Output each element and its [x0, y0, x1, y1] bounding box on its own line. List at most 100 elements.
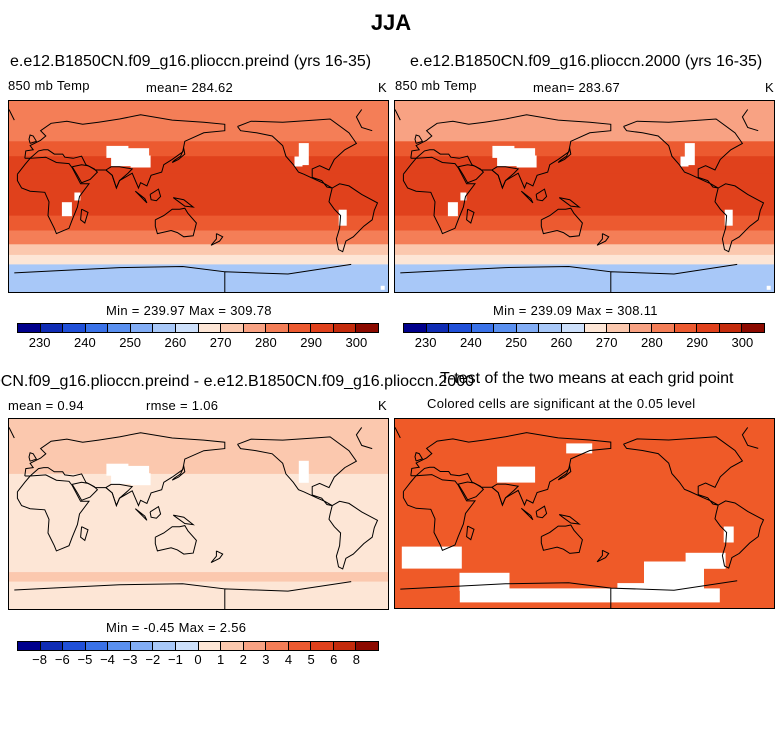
colorbar-tick-label: −8	[32, 652, 48, 667]
colorbar-tick-label: 290	[300, 335, 322, 350]
coastline-japan	[557, 147, 572, 163]
colorbar-tick-label: 230	[28, 335, 51, 350]
coastline-eurasia-east	[24, 114, 226, 190]
missing-cell-1	[106, 145, 129, 158]
coastline-greenland	[395, 109, 759, 132]
colorbar-swatch	[243, 324, 267, 332]
coastline-antarctica	[400, 580, 738, 608]
band-north-mid	[395, 141, 774, 157]
coastline-arabia	[71, 164, 99, 184]
panel-1-colorbar	[17, 323, 379, 333]
panel-4-title: T-test of the two means at each grid poi…	[440, 370, 734, 387]
colorbar-swatch	[516, 324, 540, 332]
coastline-africa	[16, 156, 90, 235]
colorbar-tick-label: 260	[550, 335, 573, 350]
colorbar-swatch	[674, 324, 698, 332]
colorbar-tick-label: 300	[345, 335, 368, 350]
band-southern-ocean	[9, 572, 388, 583]
coastline-australia	[154, 207, 197, 238]
panel-3-map	[8, 418, 389, 610]
colorbar-swatch	[356, 324, 378, 332]
colorbar-swatch	[426, 324, 450, 332]
coastline-north-america	[237, 436, 358, 507]
coastline-borneo	[149, 188, 162, 202]
colorbar-swatch	[288, 324, 312, 332]
colorbar-swatch	[18, 324, 41, 332]
panel-2-minmax: Min = 239.09 Max = 308.11	[493, 303, 658, 318]
coastline-greenland	[9, 427, 373, 450]
band-southern-ocean	[395, 254, 774, 265]
missing-cell-6	[447, 202, 458, 217]
coastline-uk	[414, 451, 424, 462]
missing-cell-7	[460, 192, 467, 201]
colorbar-swatch	[18, 642, 41, 650]
panel-3-title: e.e12.B1850CN.f09_g16.plioccn.preind - e…	[0, 373, 474, 391]
colorbar-swatch	[108, 324, 131, 332]
colorbar-tick-label: 260	[164, 335, 187, 350]
panel-3-title-text: e.e12.B1850CN.f09_g16.plioccn.preind - e…	[0, 373, 474, 390]
panel-1-variable: 850 mb Temp	[8, 78, 90, 93]
coastline-india	[105, 166, 134, 190]
colorbar-swatch	[607, 324, 630, 332]
missing-cell-1	[106, 463, 129, 476]
coastline-sumatra	[520, 190, 534, 204]
missing-cell-5	[724, 209, 733, 226]
colorbar-swatch	[85, 324, 109, 332]
coastline-new-guinea	[558, 197, 581, 208]
colorbar-swatch	[40, 642, 64, 650]
colorbar-swatch	[697, 324, 720, 332]
coastline-madagascar	[466, 525, 475, 541]
colorbar-swatch	[243, 642, 267, 650]
colorbar-swatch	[40, 324, 64, 332]
missing-cell-8	[380, 285, 385, 290]
colorbar-swatch	[333, 324, 357, 332]
coastline-new-zealand	[210, 550, 224, 564]
colorbar-swatch	[198, 324, 222, 332]
colorbar-swatch	[356, 642, 378, 650]
coastline-antarctica	[400, 263, 738, 292]
coastline-japan	[171, 147, 186, 163]
colorbar-swatch	[539, 324, 562, 332]
colorbar-tick-label: 280	[641, 335, 663, 350]
coastline-africa	[402, 474, 477, 551]
panel-3-colorbar	[17, 641, 379, 651]
colorbar-swatch	[471, 324, 495, 332]
coastline-arabia	[457, 481, 485, 501]
map-canvas	[395, 419, 774, 608]
coastline-south-america	[328, 183, 379, 253]
map-canvas	[9, 101, 388, 292]
coastline-north-america	[623, 436, 744, 506]
colorbar-swatch	[63, 642, 86, 650]
coastline-north-america	[237, 118, 358, 189]
panel-4-subtitle: Colored cells are significant at the 0.0…	[427, 396, 696, 411]
panel-3-units: K	[378, 398, 387, 413]
panel-2-variable: 850 mb Temp	[395, 78, 477, 93]
colorbar-tick-label: 240	[74, 335, 96, 350]
coastline-new-guinea	[172, 197, 195, 208]
colorbar-tick-label: −5	[77, 652, 93, 667]
missing-cell-1	[723, 526, 734, 543]
panel-3-mean: mean = 0.94	[8, 398, 84, 413]
missing-cell-5	[338, 209, 347, 226]
colorbar-swatch	[85, 642, 109, 650]
panel-2-mean: mean= 283.67	[533, 80, 621, 95]
band-south-mid	[9, 547, 388, 562]
continent-outlines	[395, 427, 765, 608]
colorbar-tick-label: 6	[330, 652, 338, 667]
colorbar-swatch	[719, 324, 743, 332]
coastline-sumatra	[520, 507, 534, 521]
coastline-antarctica	[14, 581, 352, 609]
colorbar-swatch	[288, 642, 312, 650]
coastline-new-guinea	[172, 514, 195, 526]
colorbar-tick-label: 250	[505, 335, 527, 350]
colorbar-tick-label: −1	[167, 652, 183, 667]
panel-2-colorbar	[403, 323, 765, 333]
band-tropics	[395, 173, 774, 217]
colorbar-tick-label: 8	[352, 652, 361, 667]
coastline-antarctica	[14, 263, 352, 292]
missing-cell-3	[684, 143, 695, 166]
coastline-japan	[557, 464, 572, 481]
coastline-uk	[28, 134, 38, 144]
colorbar-tick-label: 280	[255, 335, 277, 350]
band-north-subtropic	[395, 156, 774, 174]
